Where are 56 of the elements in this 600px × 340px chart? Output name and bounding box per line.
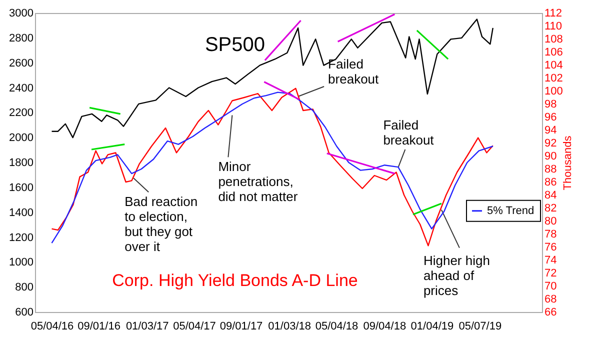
y-tick-label: 3000	[9, 8, 34, 20]
y2-tick-label: 78	[544, 228, 557, 240]
annotation: Bad reaction to election, but they got over it	[124, 194, 198, 254]
y2-tick-label: 108	[544, 34, 563, 46]
y-tick-label: 2800	[9, 32, 34, 44]
x-tick-label: 09/04/18	[363, 320, 406, 332]
annotation: Failed breakout	[328, 56, 380, 86]
y2-tick-label: 86	[544, 176, 557, 188]
y-tick-label: 1200	[9, 232, 34, 244]
y2-tick-label: 102	[544, 72, 563, 84]
x-tick-label: 05/07/19	[458, 320, 502, 332]
y2-tick-label: 80	[544, 216, 557, 228]
y-tick-label: 2400	[9, 82, 34, 94]
y2-tick-label: 94	[544, 124, 557, 136]
y2-tick-label: 104	[544, 60, 563, 72]
y2-tick-label: 68	[544, 294, 557, 306]
y2-tick-label: 84	[544, 190, 557, 202]
x-tick-label: 05/04/16	[30, 320, 74, 332]
x-tick-label: 09/01/17	[220, 320, 263, 332]
annotation: Higher high ahead of prices	[423, 252, 490, 298]
y-tick-label: 800	[15, 282, 34, 294]
x-tick-label: 01/04/19	[410, 320, 454, 332]
y-tick-label: 2600	[9, 57, 34, 70]
y2-tick-label: 88	[544, 164, 557, 176]
y-tick-label: 1600	[9, 182, 34, 194]
x-tick-label: 09/01/16	[78, 320, 120, 332]
y2-tick-label: 82	[544, 202, 557, 214]
y-tick-label: 1000	[9, 256, 34, 269]
y2-tick-label: 106	[544, 46, 563, 58]
legend-label: 5% Trend	[487, 204, 534, 217]
x-tick-label: 05/04/17	[173, 320, 216, 332]
y2-tick-label: 92	[544, 138, 557, 150]
y2-tick-label: 100	[544, 86, 563, 98]
y2-tick-label: 70	[544, 280, 557, 292]
y-tick-label: 1800	[9, 157, 34, 169]
y-tick-label: 2200	[9, 107, 34, 120]
y2-tick-label: 90	[544, 150, 557, 162]
y2-tick-label: 112	[544, 8, 562, 20]
x-tick-label: 01/03/17	[126, 320, 169, 332]
y2-tick-label: 76	[544, 242, 557, 254]
y2-tick-label: 72	[544, 268, 557, 280]
y2-tick-label: 96	[544, 112, 557, 124]
x-tick-label: 01/03/18	[268, 320, 311, 332]
y-tick-label: 2000	[9, 132, 34, 144]
x-tick-label: 05/04/18	[315, 320, 358, 332]
y2-tick-label: 110	[544, 20, 562, 32]
annotation: Minor penetrations, did not matter	[218, 159, 298, 204]
y2-tick-label: 74	[544, 254, 557, 266]
y2-tick-label: 66	[544, 306, 557, 318]
annotation: Failed breakout	[383, 117, 434, 148]
y2-axis-title: Thousands	[562, 135, 574, 190]
annotation: Corp. High Yield Bonds A-D Line	[112, 271, 358, 290]
y-tick-label: 1400	[9, 206, 34, 219]
y2-tick-label: 98	[544, 98, 557, 110]
y-tick-label: 600	[15, 306, 34, 318]
annotation: SP500	[204, 34, 266, 56]
